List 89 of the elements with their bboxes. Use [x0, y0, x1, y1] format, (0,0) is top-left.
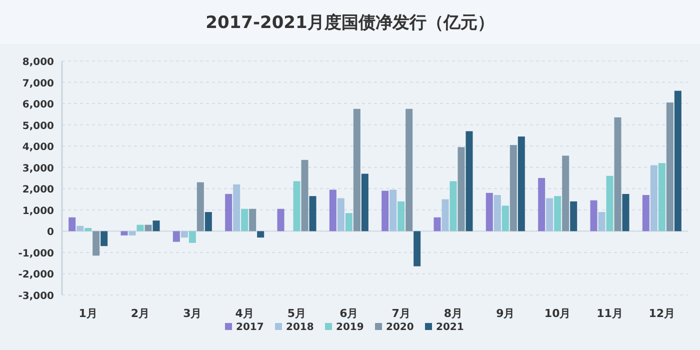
bar — [233, 184, 240, 232]
bar — [502, 206, 509, 232]
bar — [301, 160, 308, 232]
y-tick-label: -3,000 — [18, 291, 54, 302]
bar — [538, 178, 546, 232]
bar — [257, 231, 264, 238]
bar — [136, 224, 144, 232]
bar — [329, 190, 336, 232]
bar — [180, 231, 188, 238]
y-tick-label: 3,000 — [22, 163, 54, 174]
bar — [546, 198, 554, 232]
bar — [76, 226, 84, 232]
bar — [650, 165, 658, 232]
bar — [361, 174, 368, 232]
legend-label: 2017 — [236, 322, 264, 333]
bar — [562, 156, 570, 232]
legend-label: 2019 — [336, 322, 364, 333]
bar — [518, 136, 525, 232]
bar — [84, 228, 92, 232]
y-tick-label: 4,000 — [22, 142, 54, 154]
bar — [510, 145, 517, 232]
bar — [100, 231, 108, 246]
bar — [249, 208, 256, 232]
bar — [188, 231, 196, 243]
bar — [120, 231, 128, 236]
x-tick-label: 11月 — [596, 307, 623, 320]
bar — [345, 213, 352, 232]
x-tick-label: 1月 — [78, 307, 98, 320]
bar — [458, 147, 465, 232]
x-tick-label: 10月 — [544, 307, 571, 320]
bar — [353, 108, 360, 232]
y-tick-label: 2,000 — [22, 184, 54, 196]
bar — [466, 131, 473, 232]
y-tick-label: 5,000 — [22, 120, 54, 132]
legend-label: 2021 — [436, 322, 464, 333]
x-tick-label: 9月 — [496, 307, 515, 320]
bar — [414, 231, 421, 266]
bar — [293, 181, 300, 232]
bar — [494, 195, 501, 232]
bar — [486, 192, 493, 232]
bar — [68, 217, 76, 232]
bar — [406, 108, 413, 232]
bar — [658, 163, 666, 232]
bar — [554, 196, 562, 232]
bar — [398, 201, 405, 232]
bar — [241, 208, 248, 232]
bar — [642, 195, 650, 232]
legend-label: 2018 — [286, 322, 314, 333]
bar — [92, 231, 100, 256]
x-tick-label: 8月 — [444, 307, 463, 320]
x-tick-label: 3月 — [183, 307, 202, 320]
bar — [390, 190, 397, 232]
bar — [442, 199, 449, 232]
x-tick-label: 7月 — [392, 307, 410, 320]
bar — [196, 182, 204, 232]
bar — [434, 217, 441, 232]
bar — [450, 181, 457, 232]
y-tick-label: -2,000 — [18, 270, 54, 281]
bar — [277, 208, 284, 232]
x-tick-label: 12月 — [648, 307, 676, 320]
x-tick-label: 4月 — [235, 307, 254, 320]
bar — [382, 190, 389, 232]
bar — [337, 198, 344, 232]
bar — [570, 201, 578, 232]
y-tick-label: 0 — [47, 227, 54, 238]
y-tick-label: 7,000 — [22, 78, 54, 90]
x-tick-label: 6月 — [340, 307, 358, 320]
bar — [590, 200, 598, 232]
bar — [172, 231, 180, 242]
bar — [622, 194, 630, 232]
bar — [674, 90, 682, 232]
y-tick-label: 6,000 — [22, 100, 54, 111]
bar — [225, 194, 232, 232]
chart-title: 2017-2021月度国债净发行（亿元） — [206, 13, 494, 33]
bar — [144, 224, 152, 232]
bar — [204, 212, 212, 232]
y-tick-label: 8,000 — [22, 57, 54, 68]
bar — [152, 220, 160, 232]
x-tick-label: 2月 — [130, 307, 150, 320]
bar — [128, 231, 136, 236]
bar — [606, 176, 614, 232]
y-tick-label: 1,000 — [22, 206, 54, 217]
x-tick-label: 5月 — [287, 307, 306, 320]
y-tick-label: -1,000 — [18, 248, 54, 260]
bar — [309, 196, 316, 232]
bar — [614, 117, 622, 232]
legend-label: 2020 — [386, 322, 414, 333]
bar — [598, 212, 606, 232]
bar — [666, 102, 674, 232]
